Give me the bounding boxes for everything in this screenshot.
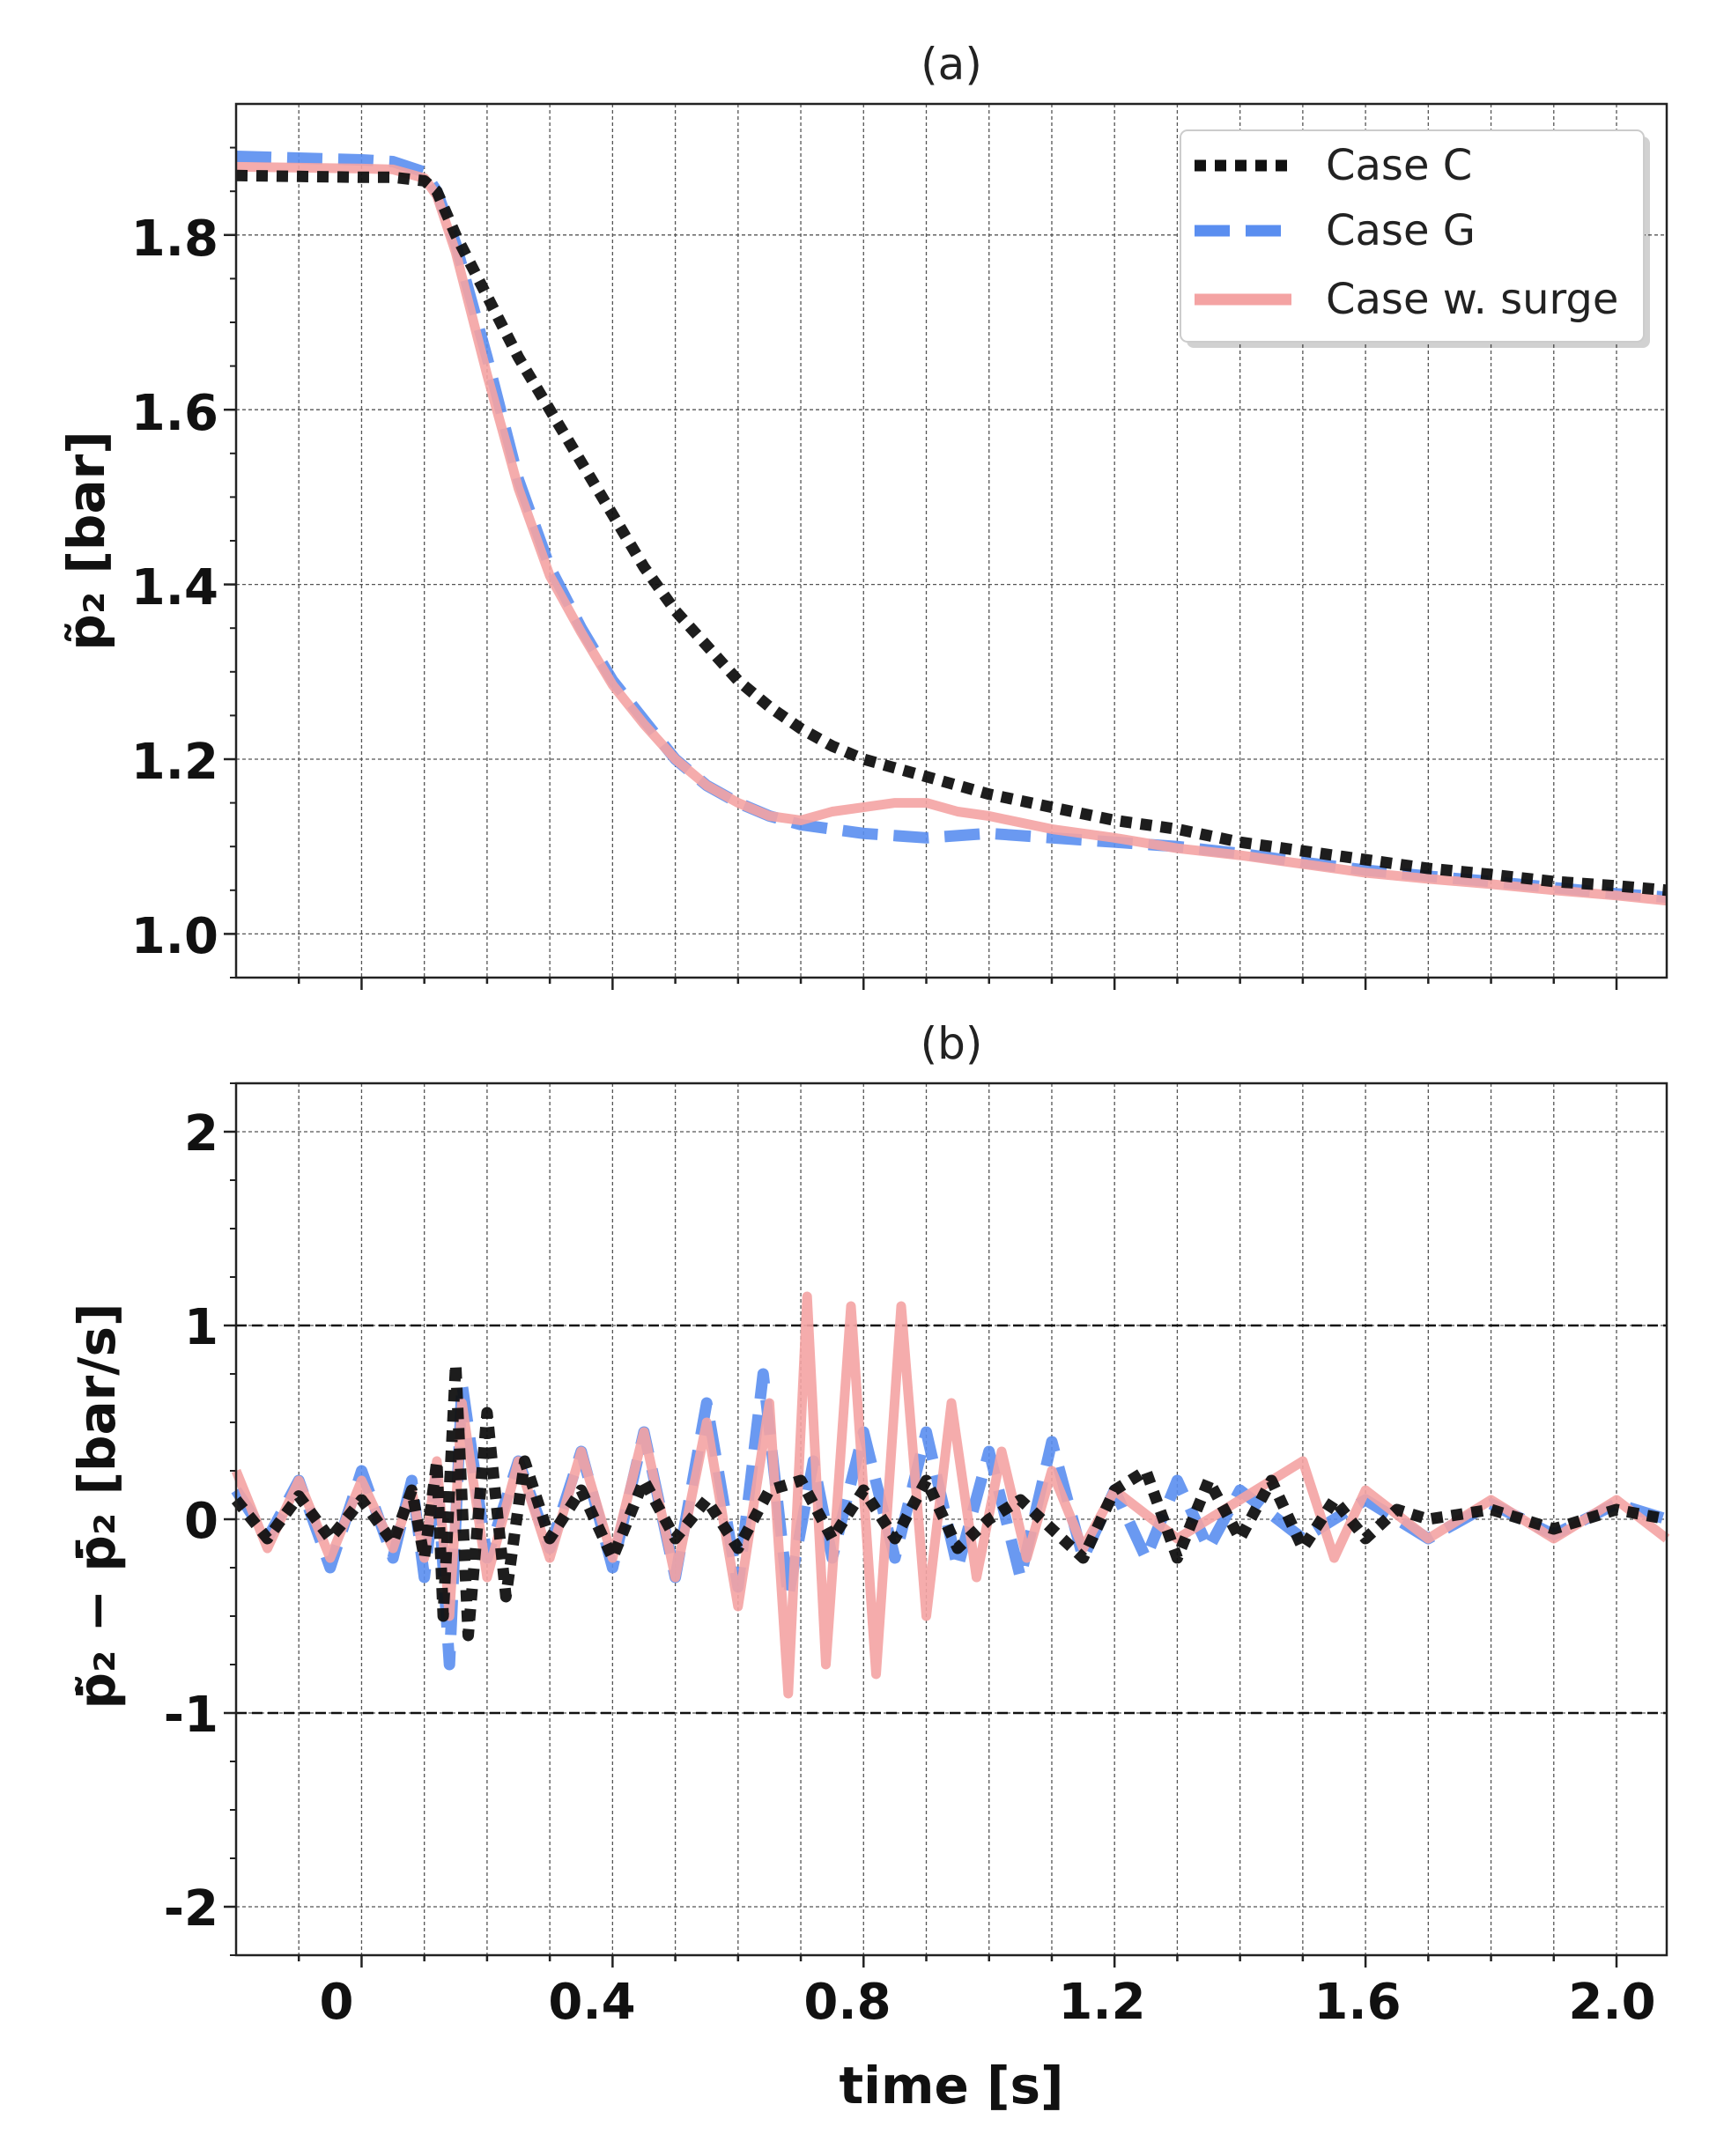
legend-entry-case-g: Case G: [1195, 206, 1476, 255]
panel-b: (b) -2 -1 0 1 2 ṗ̃₂ − ṗ̄₂ [bar/s] 0 0.4 …: [67, 1018, 1670, 2115]
legend: Case C Case G Case w. surge: [1180, 129, 1650, 348]
panel-a-ylabel: p̃₂ [bar]: [56, 431, 116, 650]
panel-b-series-case-c: [231, 1358, 1668, 1642]
panel-a: (a) 1.0 1.2 1.4 1.6 1.8 p̃₂ [bar] Case C…: [56, 39, 1668, 990]
panel-b-series: [231, 1291, 1670, 1699]
panel-a-ticks: [224, 146, 1618, 990]
panel-a-title: (a): [921, 39, 982, 90]
panel-a-ytick-label: 1.6: [131, 385, 218, 442]
panel-b-xlabel: time [s]: [839, 2056, 1063, 2115]
xtick-label: 0.8: [803, 1974, 891, 2031]
legend-label-case-g: Case G: [1326, 206, 1476, 255]
panel-a-series: [235, 151, 1668, 906]
panel-a-ytick-label: 1.8: [131, 210, 218, 268]
xtick-label: 0.4: [548, 1974, 635, 2031]
legend-entry-case-c: Case C: [1195, 141, 1472, 190]
xtick-label: 1.2: [1058, 1974, 1145, 2031]
xtick-label: 2.0: [1568, 1974, 1655, 2031]
legend-label-case-surge: Case w. surge: [1326, 275, 1618, 324]
panel-b-ticks: [224, 1082, 1618, 1968]
panel-b-ytick-label: 2: [184, 1105, 218, 1163]
panel-b-title: (b): [921, 1018, 983, 1069]
panel-a-ytick-label: 1.0: [131, 908, 218, 965]
panel-b-ytick-label: 1: [184, 1299, 218, 1356]
panel-b-ytick-label: 0: [184, 1493, 218, 1550]
legend-entry-case-surge: Case w. surge: [1195, 275, 1618, 324]
panel-b-ylabel: ṗ̃₂ − ṗ̄₂ [bar/s]: [67, 1303, 127, 1709]
legend-box: [1180, 129, 1645, 343]
panel-a-ytick-label: 1.4: [131, 559, 218, 617]
panel-b-ytick-label: -1: [164, 1687, 218, 1744]
xtick-label: 0: [320, 1974, 354, 2031]
legend-label-case-c: Case C: [1326, 141, 1472, 190]
xtick-label: 1.6: [1313, 1974, 1401, 2031]
panel-a-ytick-label: 1.2: [131, 734, 218, 791]
panel-a-series-case-c: [235, 169, 1668, 897]
panel-b-reference-lines: [236, 1324, 1667, 1715]
panel-b-ytick-label: -2: [164, 1880, 218, 1938]
